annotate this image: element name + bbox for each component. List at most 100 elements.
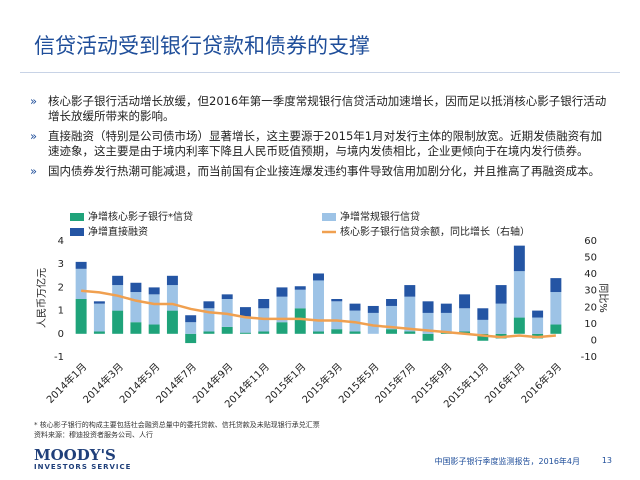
bar (422, 333, 434, 341)
bar (93, 331, 105, 334)
bar (294, 286, 306, 290)
bar (495, 285, 507, 304)
bar (386, 305, 398, 330)
bar (294, 289, 306, 309)
title-rule (20, 72, 620, 73)
bullet-text: 国内债券发行热潮可能减退，而当前国有企业接连爆发违约事件导致信用加剧分化，并且推… (48, 164, 600, 178)
bar (532, 310, 544, 318)
bar (203, 308, 215, 332)
bar (331, 301, 343, 330)
logo-sub: INVESTORS SERVICE (34, 463, 132, 471)
bar (148, 324, 160, 334)
y-tick-label: 0 (58, 329, 64, 340)
bar (185, 315, 197, 323)
bar (404, 331, 416, 334)
y-tick-label: -1 (54, 352, 64, 363)
footnote: 资料来源：穆迪投资者服务公司、人行 (34, 431, 153, 439)
y2-tick-label: 40 (584, 269, 597, 280)
bar (166, 285, 178, 311)
bar (185, 322, 197, 334)
bar (203, 331, 215, 334)
bar (258, 331, 270, 334)
bullet-list: » 核心影子银行活动增长放缓，但2016年第一季度常规银行信贷活动加速增长，因而足… (28, 94, 608, 184)
y2-axis-label: 同比% (597, 283, 609, 313)
bar (203, 301, 215, 309)
legend-label: 核心影子银行信贷余额，同比增长（右轴） (340, 225, 530, 238)
bar (477, 333, 489, 341)
bullet: » 核心影子银行活动增长放缓，但2016年第一季度常规银行信贷活动加速增长，因而足… (30, 94, 607, 123)
bar (221, 326, 233, 334)
bar (367, 312, 379, 334)
bar (404, 285, 416, 297)
y-tick-label: 1 (58, 306, 64, 317)
bar (148, 294, 160, 325)
bar (185, 333, 197, 344)
bar (550, 324, 562, 334)
bar (166, 275, 178, 286)
bullet-text: 直接融资（特别是公司债市场）显著增长，这主要源于2015年1月对发行主体的限制放… (48, 129, 603, 158)
bar (459, 294, 471, 309)
bar (477, 319, 489, 334)
legend-label: 净增核心影子银行*信贷 (88, 210, 193, 223)
bar (93, 303, 105, 332)
bar (130, 292, 142, 323)
bullet: » 直接融资（特别是公司债市场）显著增长，这主要源于2015年1月对发行主体的限制… (30, 129, 603, 158)
bar (75, 268, 87, 299)
y2-tick-label: 50 (584, 253, 597, 264)
bar (331, 299, 343, 302)
bar (495, 303, 507, 334)
bar (130, 282, 142, 293)
logo: MOODY'S (34, 446, 116, 464)
bar (367, 305, 379, 313)
bar (276, 296, 288, 323)
bar (313, 280, 324, 332)
bar (294, 308, 306, 334)
bar (75, 299, 87, 334)
bar (386, 329, 398, 334)
bar (75, 261, 87, 269)
bar (313, 331, 324, 334)
bar (513, 317, 525, 334)
y2-tick-label: 0 (591, 335, 597, 346)
bar (239, 307, 251, 317)
bar (477, 308, 489, 320)
legend-swatch (322, 213, 336, 221)
legend-label: 净增直接融资 (88, 225, 148, 238)
bullet: » 国内债券发行热潮可能减退，而当前国有企业接连爆发违约事件导致信用加剧分化，并且… (30, 164, 600, 178)
bar (532, 317, 544, 334)
bar (258, 299, 270, 309)
page-number: 13 (601, 456, 612, 465)
bar (422, 312, 434, 334)
footnote: * 核心影子银行的构成主要包括社会融资总量中的委托贷款、信托贷款及未贴现银行承兑… (34, 421, 320, 429)
bar (440, 312, 452, 332)
bar (313, 273, 324, 281)
bar (166, 310, 178, 334)
bar (440, 303, 452, 313)
y-tick-label: 2 (58, 282, 64, 293)
bar (93, 301, 105, 304)
bar (112, 310, 124, 334)
slide-title: 信贷活动受到银行贷款和债券的支撑 (34, 34, 370, 58)
bar (550, 292, 562, 325)
bar (112, 285, 124, 311)
y-axis-label: 人民币万亿元 (35, 268, 48, 328)
bar (349, 331, 361, 334)
y-tick-label: 3 (58, 259, 64, 270)
y2-tick-label: 10 (584, 319, 597, 330)
legend-label: 净增常规银行信贷 (340, 210, 420, 223)
legend-swatch (70, 228, 84, 236)
y2-tick-label: 60 (584, 236, 597, 247)
bar (239, 332, 251, 334)
line (81, 289, 556, 339)
bar (404, 296, 416, 332)
bar (130, 322, 142, 334)
bar (239, 316, 251, 333)
bar (459, 308, 471, 332)
bar (513, 271, 525, 318)
bar (221, 294, 233, 299)
bar (550, 278, 562, 293)
bullet-text: 核心影子银行活动增长放缓，但2016年第一季度常规银行信贷活动加速增长，因而足以… (48, 94, 607, 123)
bar (276, 287, 288, 297)
legend-swatch (70, 213, 84, 221)
